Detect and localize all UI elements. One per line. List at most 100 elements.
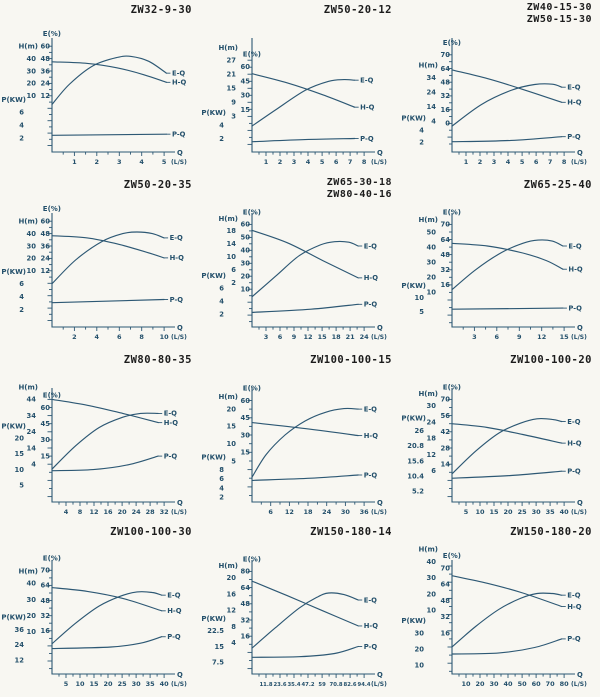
x-tick-label: 40	[160, 680, 170, 688]
y-tick-label: 70	[441, 51, 451, 59]
curve-label-e-q: E-Q	[167, 591, 180, 599]
y-tick-label: 15	[15, 450, 25, 458]
chart-zw32-9-30: ZW32-9-30 E(%) 60 48 36 24 12 H(m) 40 30 20 10 P(KW)…	[0, 0, 200, 175]
y-tick-label: 24	[27, 428, 37, 436]
chart-zw100-100-30: ZW100-100-30 E(%) 70 64 48 32 16 H(m) 40 30 20 10 P(…	[0, 522, 200, 697]
axis-title: E(%)	[243, 385, 261, 393]
y-tick-label: 15	[241, 449, 251, 457]
curve-label-p-q: P-Q	[167, 633, 181, 641]
curve-label-h-q: H-Q	[360, 103, 375, 111]
x-tick-label: 18	[303, 508, 313, 516]
y-tick-label: 12	[15, 656, 25, 664]
x-axis-unit: (L/S)	[371, 334, 387, 341]
x-tick-label: 80	[560, 680, 570, 688]
y-tick-label: 15.6	[407, 457, 424, 465]
chart-title: ZW80-80-35	[124, 354, 192, 367]
y-tick-label: 10	[415, 662, 425, 670]
x-tick-label: 1	[72, 158, 77, 166]
curve-label-p-q: P-Q	[364, 301, 378, 309]
axis-title: E(%)	[43, 554, 61, 562]
y-tick-label: 70	[441, 396, 451, 404]
axes	[51, 560, 175, 675]
chart-title: ZW65-30-18 ZW80-40-16	[327, 177, 392, 201]
x-tick-label: 12	[303, 333, 312, 341]
curve-label-h-q: H-Q	[568, 266, 583, 274]
chart-zw150-180-20: ZW150-180-20 H(m) 40 30 20 10 E(%) 70 64 48 32 16 P(…	[400, 522, 600, 697]
curve-label-h-q: H-Q	[567, 603, 582, 611]
x-tick-label: 5	[520, 158, 525, 166]
axis-title: E(%)	[43, 205, 61, 213]
y-tick-label: 32	[241, 616, 251, 624]
x-tick-label: 60	[532, 680, 542, 688]
y-tick-label: 80	[241, 568, 251, 576]
y-tick-label: 5	[19, 482, 24, 490]
axis-title: P(KW)	[1, 422, 26, 430]
y-tick-label: 32	[41, 612, 51, 620]
x-tick-label: 40	[503, 680, 513, 688]
axis-title: E(%)	[43, 392, 61, 400]
chart-title: ZW150-180-14	[310, 526, 392, 539]
x-axis-q-symbol: Q	[577, 499, 583, 507]
axis-title: H(m)	[218, 44, 238, 52]
y-tick-label: 24	[15, 641, 25, 649]
x-tick-label: 6	[268, 508, 273, 516]
y-tick-label: 40	[27, 580, 37, 588]
y-tick-label: 36	[41, 67, 51, 75]
y-tick-label: 4	[219, 484, 224, 492]
axis-title: H(m)	[218, 562, 238, 570]
axes	[451, 38, 575, 153]
chart-zw150-180-14: ZW150-180-14 E(%) 80 64 48 32 16 H(m) 20 16 12 8 4 P(…	[200, 522, 400, 697]
x-axis-unit: (L/S)	[171, 334, 187, 341]
axis-title: E(%)	[443, 208, 461, 216]
plot: E(%) 80 64 48 32 16 H(m) 20 16 12 8 4 P(KW) 22.5 15 7.5…	[201, 555, 387, 688]
curve-label-p-q: P-Q	[164, 452, 178, 460]
y-tick-label: 48	[41, 55, 51, 63]
y-tick-label: 6	[431, 467, 436, 475]
y-tick-label: 40	[241, 247, 251, 255]
x-tick-label: 35	[146, 680, 156, 688]
x-axis-unit: (L/S)	[171, 509, 187, 516]
y-tick-label: 16	[441, 629, 451, 637]
y-tick-label: 5	[419, 308, 424, 316]
x-tick-label: 35.4	[287, 682, 300, 688]
x-axis-q-symbol: Q	[377, 149, 383, 157]
x-tick-label: 70	[546, 680, 556, 688]
curve-label-h-q: H-Q	[170, 254, 185, 262]
y-tick-label: 6	[231, 266, 236, 274]
x-axis-q-symbol: Q	[177, 499, 183, 507]
x-tick-label: 11.8	[259, 682, 272, 688]
y-tick-label: 64	[241, 584, 251, 592]
x-tick-label: 15	[560, 333, 570, 341]
axis-title: P(KW)	[201, 454, 226, 462]
curve-label-h-q: H-Q	[172, 79, 187, 87]
curve-label-p-q: P-Q	[360, 135, 374, 143]
x-tick-label: 30	[132, 680, 142, 688]
y-tick-label: 20	[227, 574, 237, 582]
y-tick-label: 48	[441, 251, 451, 259]
curve-h-q	[451, 69, 563, 103]
y-tick-label: 9	[231, 99, 236, 107]
chart-title-line: ZW150-180-14	[310, 526, 392, 538]
axis-title: P(KW)	[401, 617, 426, 625]
curve-p-q	[51, 636, 163, 650]
y-tick-label: 30	[241, 260, 251, 268]
y-tick-label: 20	[227, 405, 237, 413]
chart-zw65-25-40: ZW65-25-40 E(%) 70 64 48 32 16 H(m) 50 40 30 20 10 P(…	[400, 175, 600, 350]
curve-p-q	[251, 645, 359, 658]
y-tick-label: 2	[419, 139, 424, 147]
axes	[451, 213, 575, 328]
y-tick-label: 2	[219, 310, 224, 318]
curve-label-h-q: H-Q	[364, 622, 379, 630]
x-tick-label: 8	[362, 158, 367, 166]
curve-e-q	[51, 591, 163, 645]
curve-label-e-q: E-Q	[164, 410, 177, 418]
y-tick-label: 5.2	[412, 488, 424, 496]
x-axis-q-symbol: Q	[177, 324, 183, 332]
y-tick-label: 42	[441, 428, 451, 436]
x-tick-label: 7	[348, 158, 353, 166]
x-tick-label: 25	[518, 508, 528, 516]
curve-h-q	[251, 229, 359, 279]
curve-p-q	[451, 470, 563, 479]
y-tick-label: 15	[227, 423, 237, 431]
y-tick-label: 45	[241, 414, 251, 422]
